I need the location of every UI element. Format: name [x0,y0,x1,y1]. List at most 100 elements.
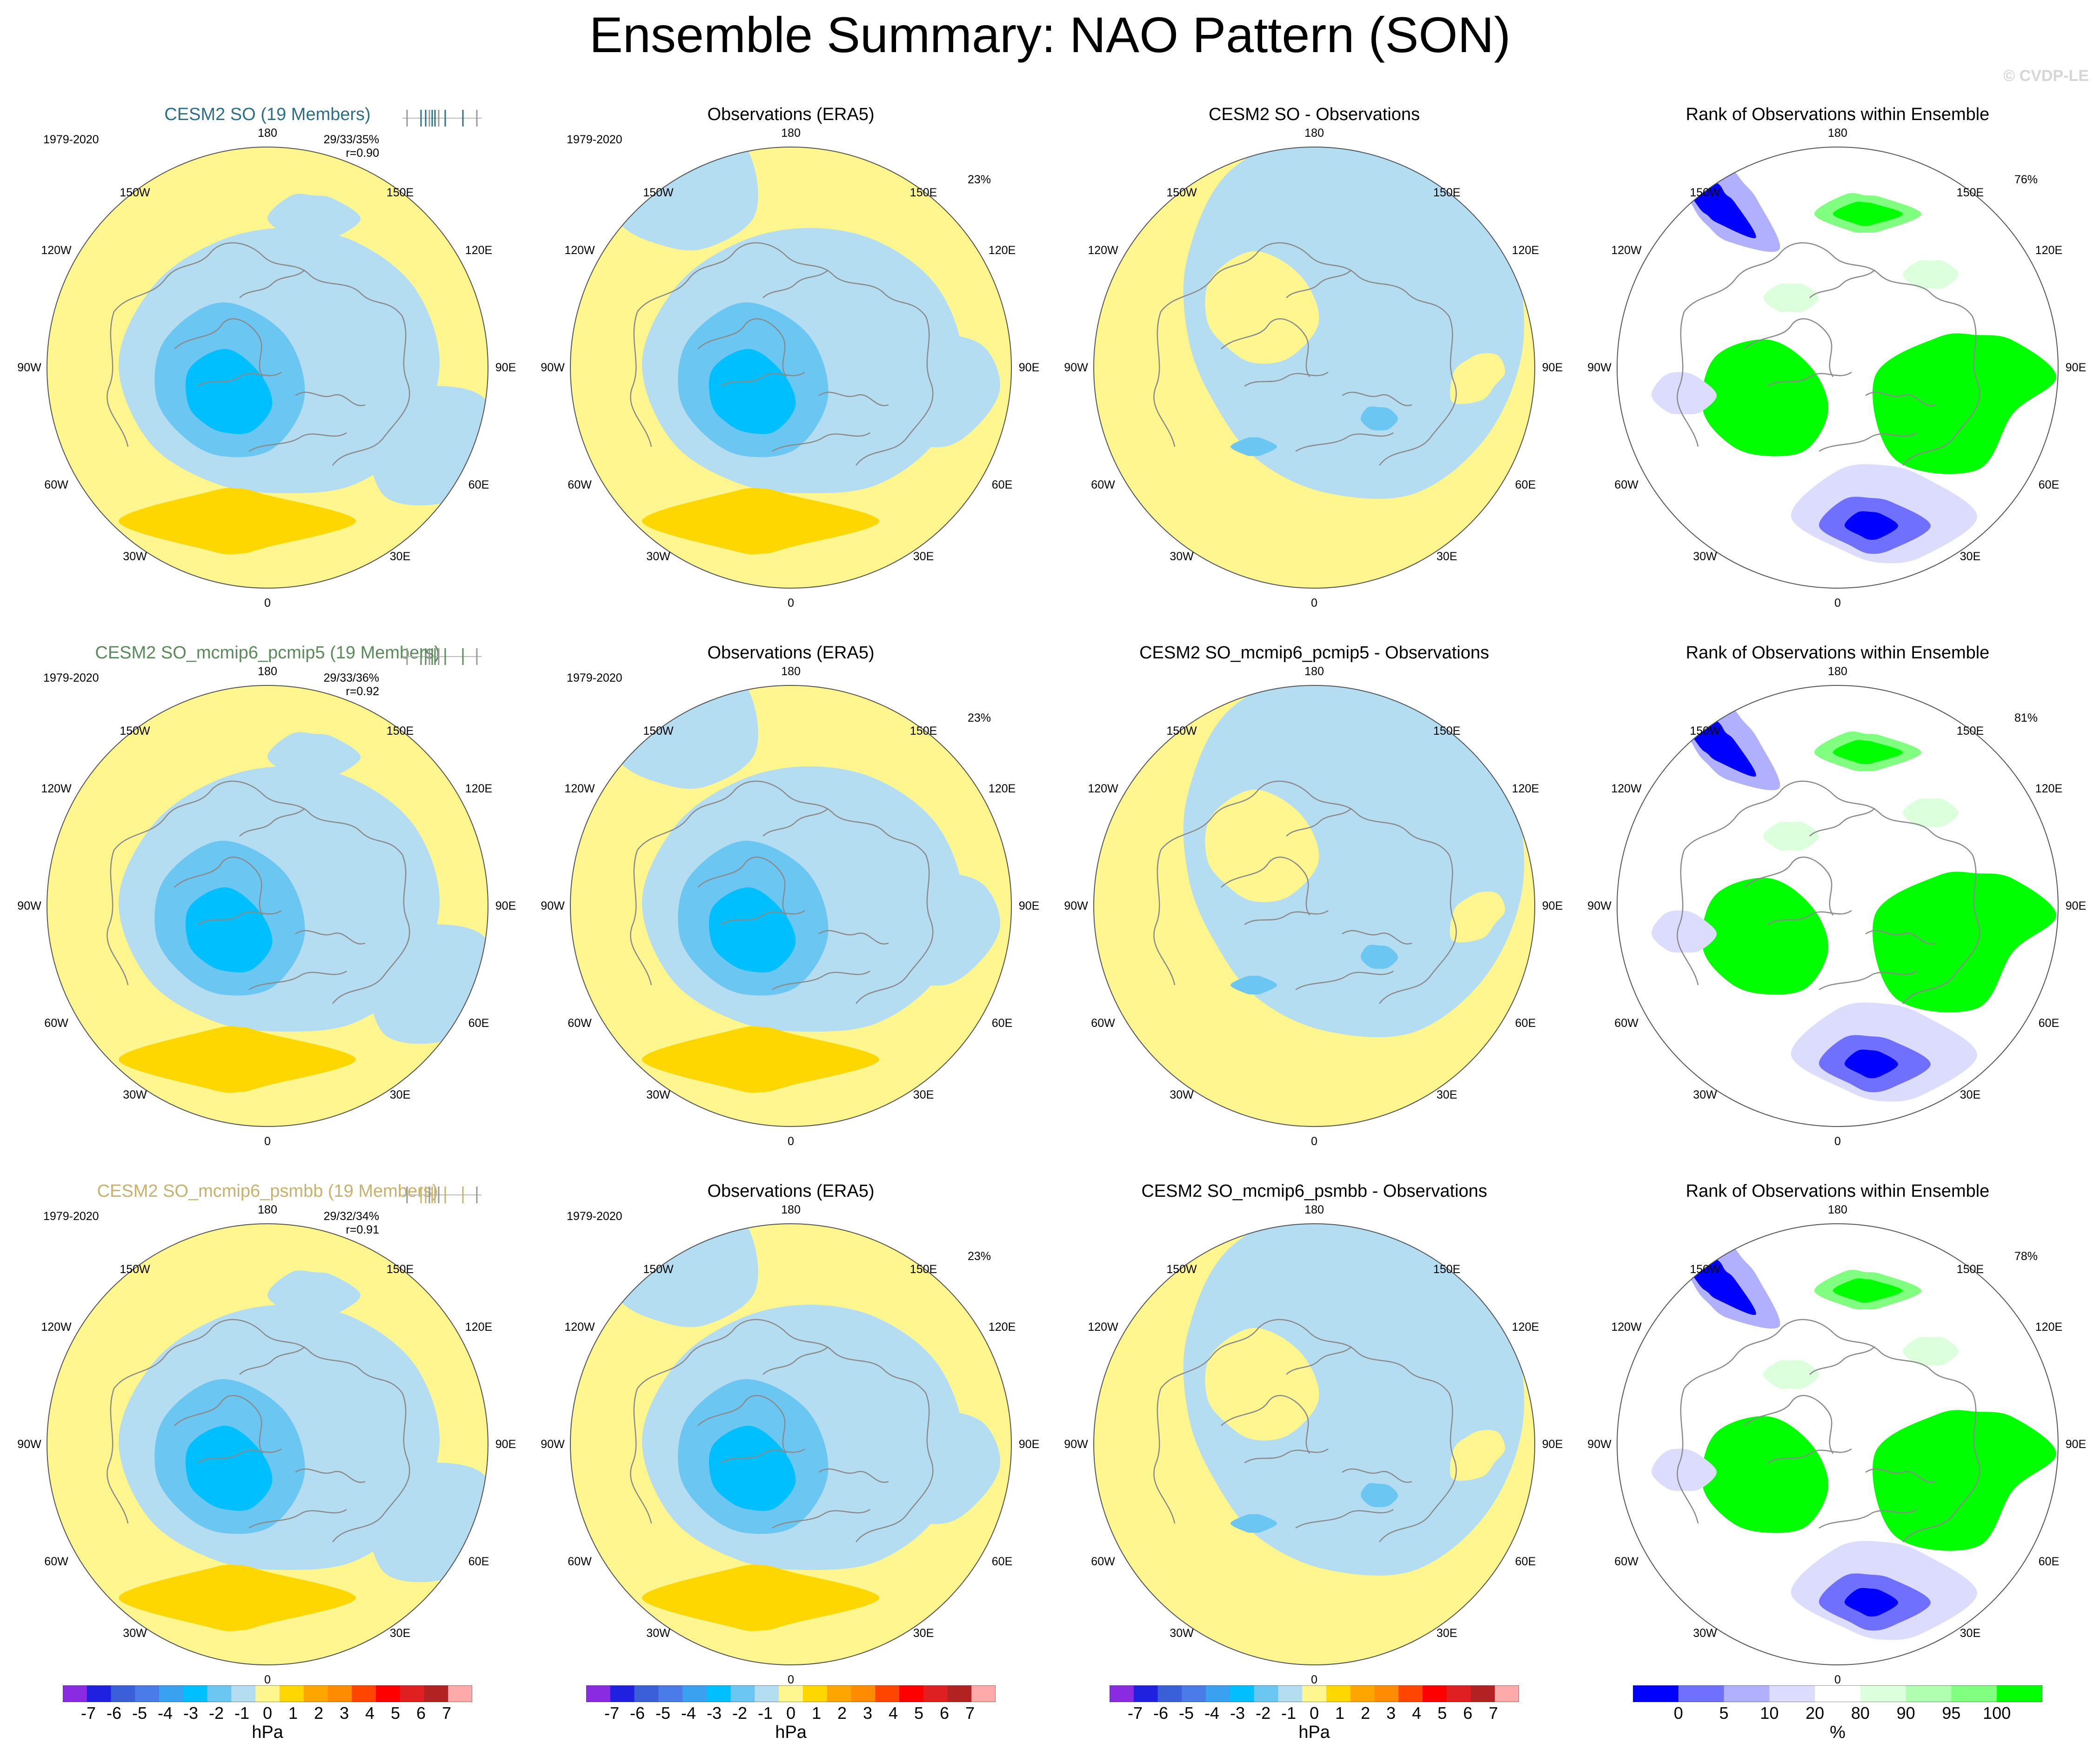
coastline [1744,318,1834,377]
colorbar-tick-label: 5 [1437,1703,1447,1723]
lon-label-upper-left: 150W [1690,724,1720,738]
lon-label-right-upper: 120E [1511,1321,1539,1334]
member-distribution-plot [402,1187,482,1203]
colorbar-swatch [1326,1685,1351,1702]
coastline [1342,930,1412,945]
colorbar-tick-label: 10 [1760,1703,1779,1723]
lon-label-upper-left: 150W [120,1263,150,1276]
coastline [1379,1393,1457,1542]
colorbar-tick-label: -4 [1204,1703,1220,1723]
coastline [1221,1395,1311,1454]
lon-label-upper-right: 150E [1433,724,1461,738]
model-panel-title: CESM2 SO_mcmip6_psmbb (19 Members) [97,1181,438,1201]
coastline [1295,970,1394,991]
colorbar-swatch [207,1685,232,1702]
lon-label-upper-right: 150E [386,724,414,738]
colorbar-swatch [1398,1685,1423,1702]
colorbar-tick-label: -6 [629,1703,645,1723]
lon-label-top: 180 [1828,127,1847,140]
lon-label-top: 180 [1304,665,1324,678]
lon-label-bottom: 0 [264,1135,271,1148]
colorbar-tick-label: -4 [157,1703,173,1723]
rank-region [1763,283,1819,313]
colorbar-tick-label: -5 [132,1703,147,1723]
positive-anomaly-band [119,1564,356,1631]
coastline [107,311,129,447]
coastline [1744,1395,1834,1454]
coastline [1767,910,1852,925]
lon-label-left-lower: 60W [44,1017,68,1030]
lon-label-lower-right: 30E [913,1627,934,1640]
obs-panel-title: Observations (ERA5) [707,643,875,663]
lon-label-right: 90E [495,899,516,912]
coastline [1160,780,1310,851]
coastline [262,794,403,855]
colorbar-tick-label: 5 [1719,1703,1729,1723]
pattern-correlation: r=0.92 [346,685,379,698]
coastline [107,1388,129,1524]
lon-label-lower-right: 30E [1436,1088,1458,1101]
coastline [637,1319,787,1389]
colorbar-tick-label: -6 [106,1703,122,1723]
model-map-row-1 [47,147,488,589]
lon-label-left-upper: 120W [564,244,595,257]
lon-label-right-upper: 120E [465,244,493,257]
lon-label-bottom: 0 [1834,597,1841,610]
positive-anomaly-band [642,1026,879,1093]
coastline [332,316,410,466]
negative-anomaly-region [267,194,361,242]
lon-label-left-lower: 60W [1614,1555,1639,1568]
coastline [1865,391,1936,406]
coastline [721,910,805,925]
coastline [248,1509,347,1529]
colorbar-swatch [1446,1685,1471,1702]
map-border [1617,1223,2059,1665]
colorbar-tick-label: -4 [681,1703,696,1723]
colorbar-tick-label: 2 [314,1703,324,1723]
lon-label-left: 90W [1064,1438,1088,1451]
colorbar-swatch [279,1685,304,1702]
low-pressure-core [709,887,796,972]
diff-panel-title: CESM2 SO_mcmip6_psmbb - Observations [1141,1181,1487,1201]
colorbar-swatch [255,1685,280,1702]
coastline [856,854,934,1004]
coastline [1902,854,1980,1004]
lon-label-right: 90E [495,361,516,374]
colorbar-tick-label: 6 [416,1703,426,1723]
model-panel-title: CESM2 SO (19 Members) [164,105,371,124]
rank-region [1651,372,1717,415]
lon-label-lower-left: 30W [123,550,147,563]
coastline [630,850,652,986]
coastline [1153,850,1176,986]
lon-label-left-lower: 60W [568,1555,592,1568]
colorbar-tick-label: -7 [80,1703,96,1723]
variance-percent: 23% [968,711,991,724]
colorbar-swatch [135,1685,160,1702]
coastline [174,1395,264,1454]
lon-label-lower-right: 30E [913,1088,934,1101]
colorbar-swatch [328,1685,352,1702]
negative-difference-core [1231,437,1277,456]
lon-label-left-upper: 120W [564,782,595,795]
coastline [1379,854,1457,1004]
lon-label-lower-left: 30W [646,1627,670,1640]
colorbar-swatch [352,1685,376,1702]
rank-region [1844,511,1898,540]
map-border [47,147,488,589]
colorbar-swatch [899,1685,924,1702]
positive-anomaly-band [642,1564,879,1631]
lon-label-lower-right: 30E [389,1627,411,1640]
lon-label-upper-right: 150E [910,724,937,738]
negative-difference-core [1360,406,1398,431]
colorbar-tick-label: 1 [811,1703,822,1723]
colorbar-unit: hPa [775,1723,807,1742]
diff-map-row-3 [1093,1223,1535,1665]
lon-label-bottom: 0 [1311,1673,1318,1686]
colorbar-swatch [610,1685,635,1702]
coastline [114,780,263,851]
lon-label-left: 90W [541,899,565,912]
rank-region [1651,910,1717,953]
negative-difference-region [1183,1224,1525,1576]
ensemble-stats: 29/33/36% [323,671,379,684]
rank-panel-title: Rank of Observations within Ensemble [1685,1181,1990,1201]
